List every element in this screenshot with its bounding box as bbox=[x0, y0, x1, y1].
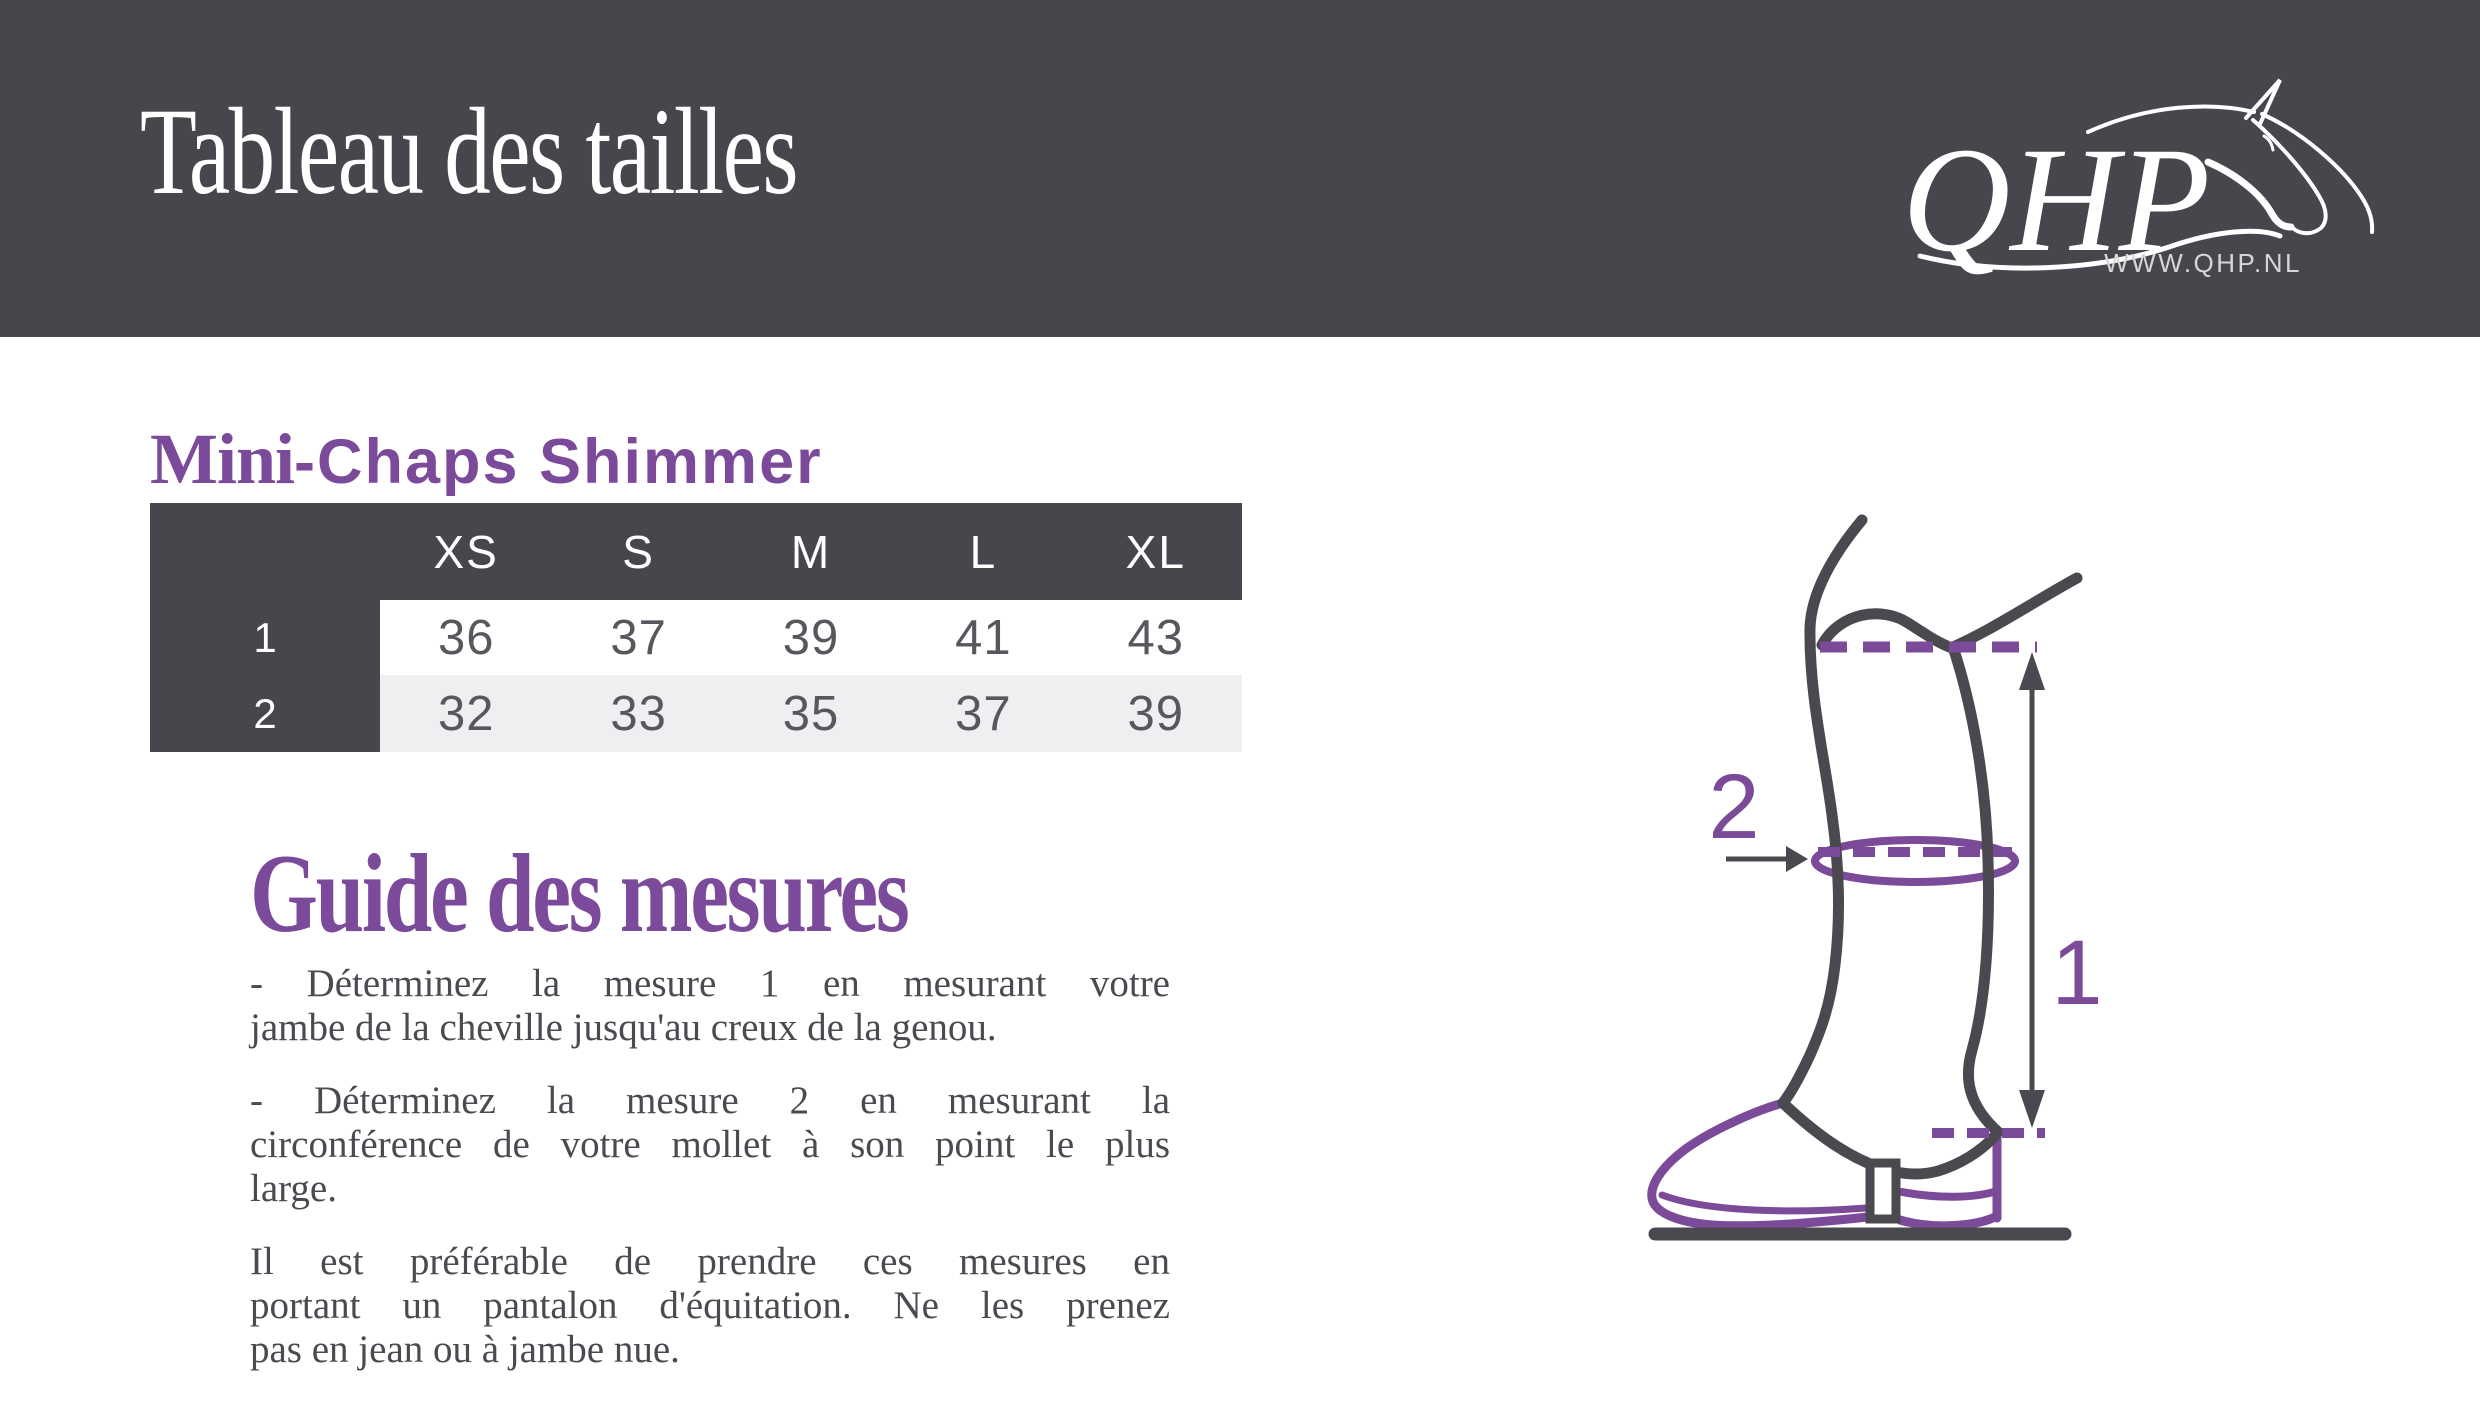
knee-arc bbox=[1816, 608, 1958, 654]
guide-line: circonférence de votre mollet à son poin… bbox=[250, 1123, 1170, 1166]
measure-guide-heading: Guide des mesures bbox=[250, 832, 910, 956]
product-title: Mini-Chaps Shimmer bbox=[150, 418, 823, 501]
size-value-cell: 43 bbox=[1069, 600, 1242, 675]
size-value-cell: 37 bbox=[897, 675, 1070, 752]
size-table: XS S M L XL 1 36 37 39 41 43 2 32 33 35 … bbox=[150, 503, 1242, 752]
guide-line: portant un pantalon d'équitation. Ne les… bbox=[250, 1284, 1170, 1327]
calf-ellipse bbox=[1811, 836, 2019, 886]
guide-paragraph-3: Il est préférable de prendre ces mesures… bbox=[250, 1240, 1170, 1372]
leg-outline bbox=[1777, 514, 2083, 1180]
horse-head-icon bbox=[1917, 78, 2375, 271]
size-value-cell: 33 bbox=[552, 675, 725, 752]
measure-1-label: 1 bbox=[2051, 922, 2102, 1024]
boot-outline bbox=[1647, 1098, 2002, 1231]
row-label-measure-2: 2 bbox=[150, 675, 380, 752]
column-header-s: S bbox=[552, 503, 725, 600]
guide-line: Il est préférable de prendre ces mesures… bbox=[250, 1240, 1170, 1283]
product-title-sans: -Chaps Shimmer bbox=[294, 427, 823, 497]
size-value-cell: 37 bbox=[552, 600, 725, 675]
guide-line: - Déterminez la mesure 2 en mesurant la bbox=[250, 1079, 1170, 1122]
product-title-serif: Mini bbox=[150, 419, 295, 499]
guide-line: pas en jean ou à jambe nue. bbox=[250, 1328, 680, 1371]
column-header-xl: XL bbox=[1069, 503, 1242, 600]
size-value-cell: 35 bbox=[724, 675, 898, 752]
guide-line: jambe de la cheville jusqu'au creux de l… bbox=[250, 1006, 997, 1049]
chap-strap bbox=[1865, 1158, 1901, 1224]
column-header-m: M bbox=[724, 503, 898, 600]
guide-paragraph-2: - Déterminez la mesure 2 en mesurant la … bbox=[250, 1079, 1170, 1211]
header-bar: Tableau des tailles QHP WWW.QHP.NL bbox=[0, 0, 2480, 337]
size-value-cell: 41 bbox=[897, 600, 1070, 675]
measure-2-arrow bbox=[1726, 846, 1808, 872]
website-url: WWW.QHP.NL bbox=[2104, 248, 2302, 278]
measure-2-label: 2 bbox=[1708, 756, 1759, 858]
size-value-cell: 39 bbox=[1069, 675, 1242, 752]
brand-logo: QHP WWW.QHP.NL bbox=[1902, 78, 2375, 283]
column-header-l: L bbox=[897, 503, 1070, 600]
size-value-cell: 32 bbox=[380, 675, 553, 752]
row-label-measure-1: 1 bbox=[150, 600, 380, 675]
column-header-xs: XS bbox=[380, 503, 553, 600]
measure-guide-text: - Déterminez la mesure 1 en mesurant vot… bbox=[250, 962, 1170, 1401]
guide-line: - Déterminez la mesure 1 en mesurant vot… bbox=[250, 962, 1170, 1005]
table-corner-cell bbox=[150, 503, 380, 600]
guide-line: large. bbox=[250, 1167, 337, 1210]
page-title: Tableau des tailles bbox=[140, 83, 799, 220]
size-value-cell: 36 bbox=[380, 600, 553, 675]
measure-1-arrow bbox=[2019, 652, 2045, 1128]
size-value-cell: 39 bbox=[724, 600, 898, 675]
leg-diagram: 1 2 bbox=[1647, 514, 2103, 1241]
guide-paragraph-1: - Déterminez la mesure 1 en mesurant vot… bbox=[250, 962, 1170, 1050]
qhp-wordmark: QHP bbox=[1902, 117, 2210, 283]
